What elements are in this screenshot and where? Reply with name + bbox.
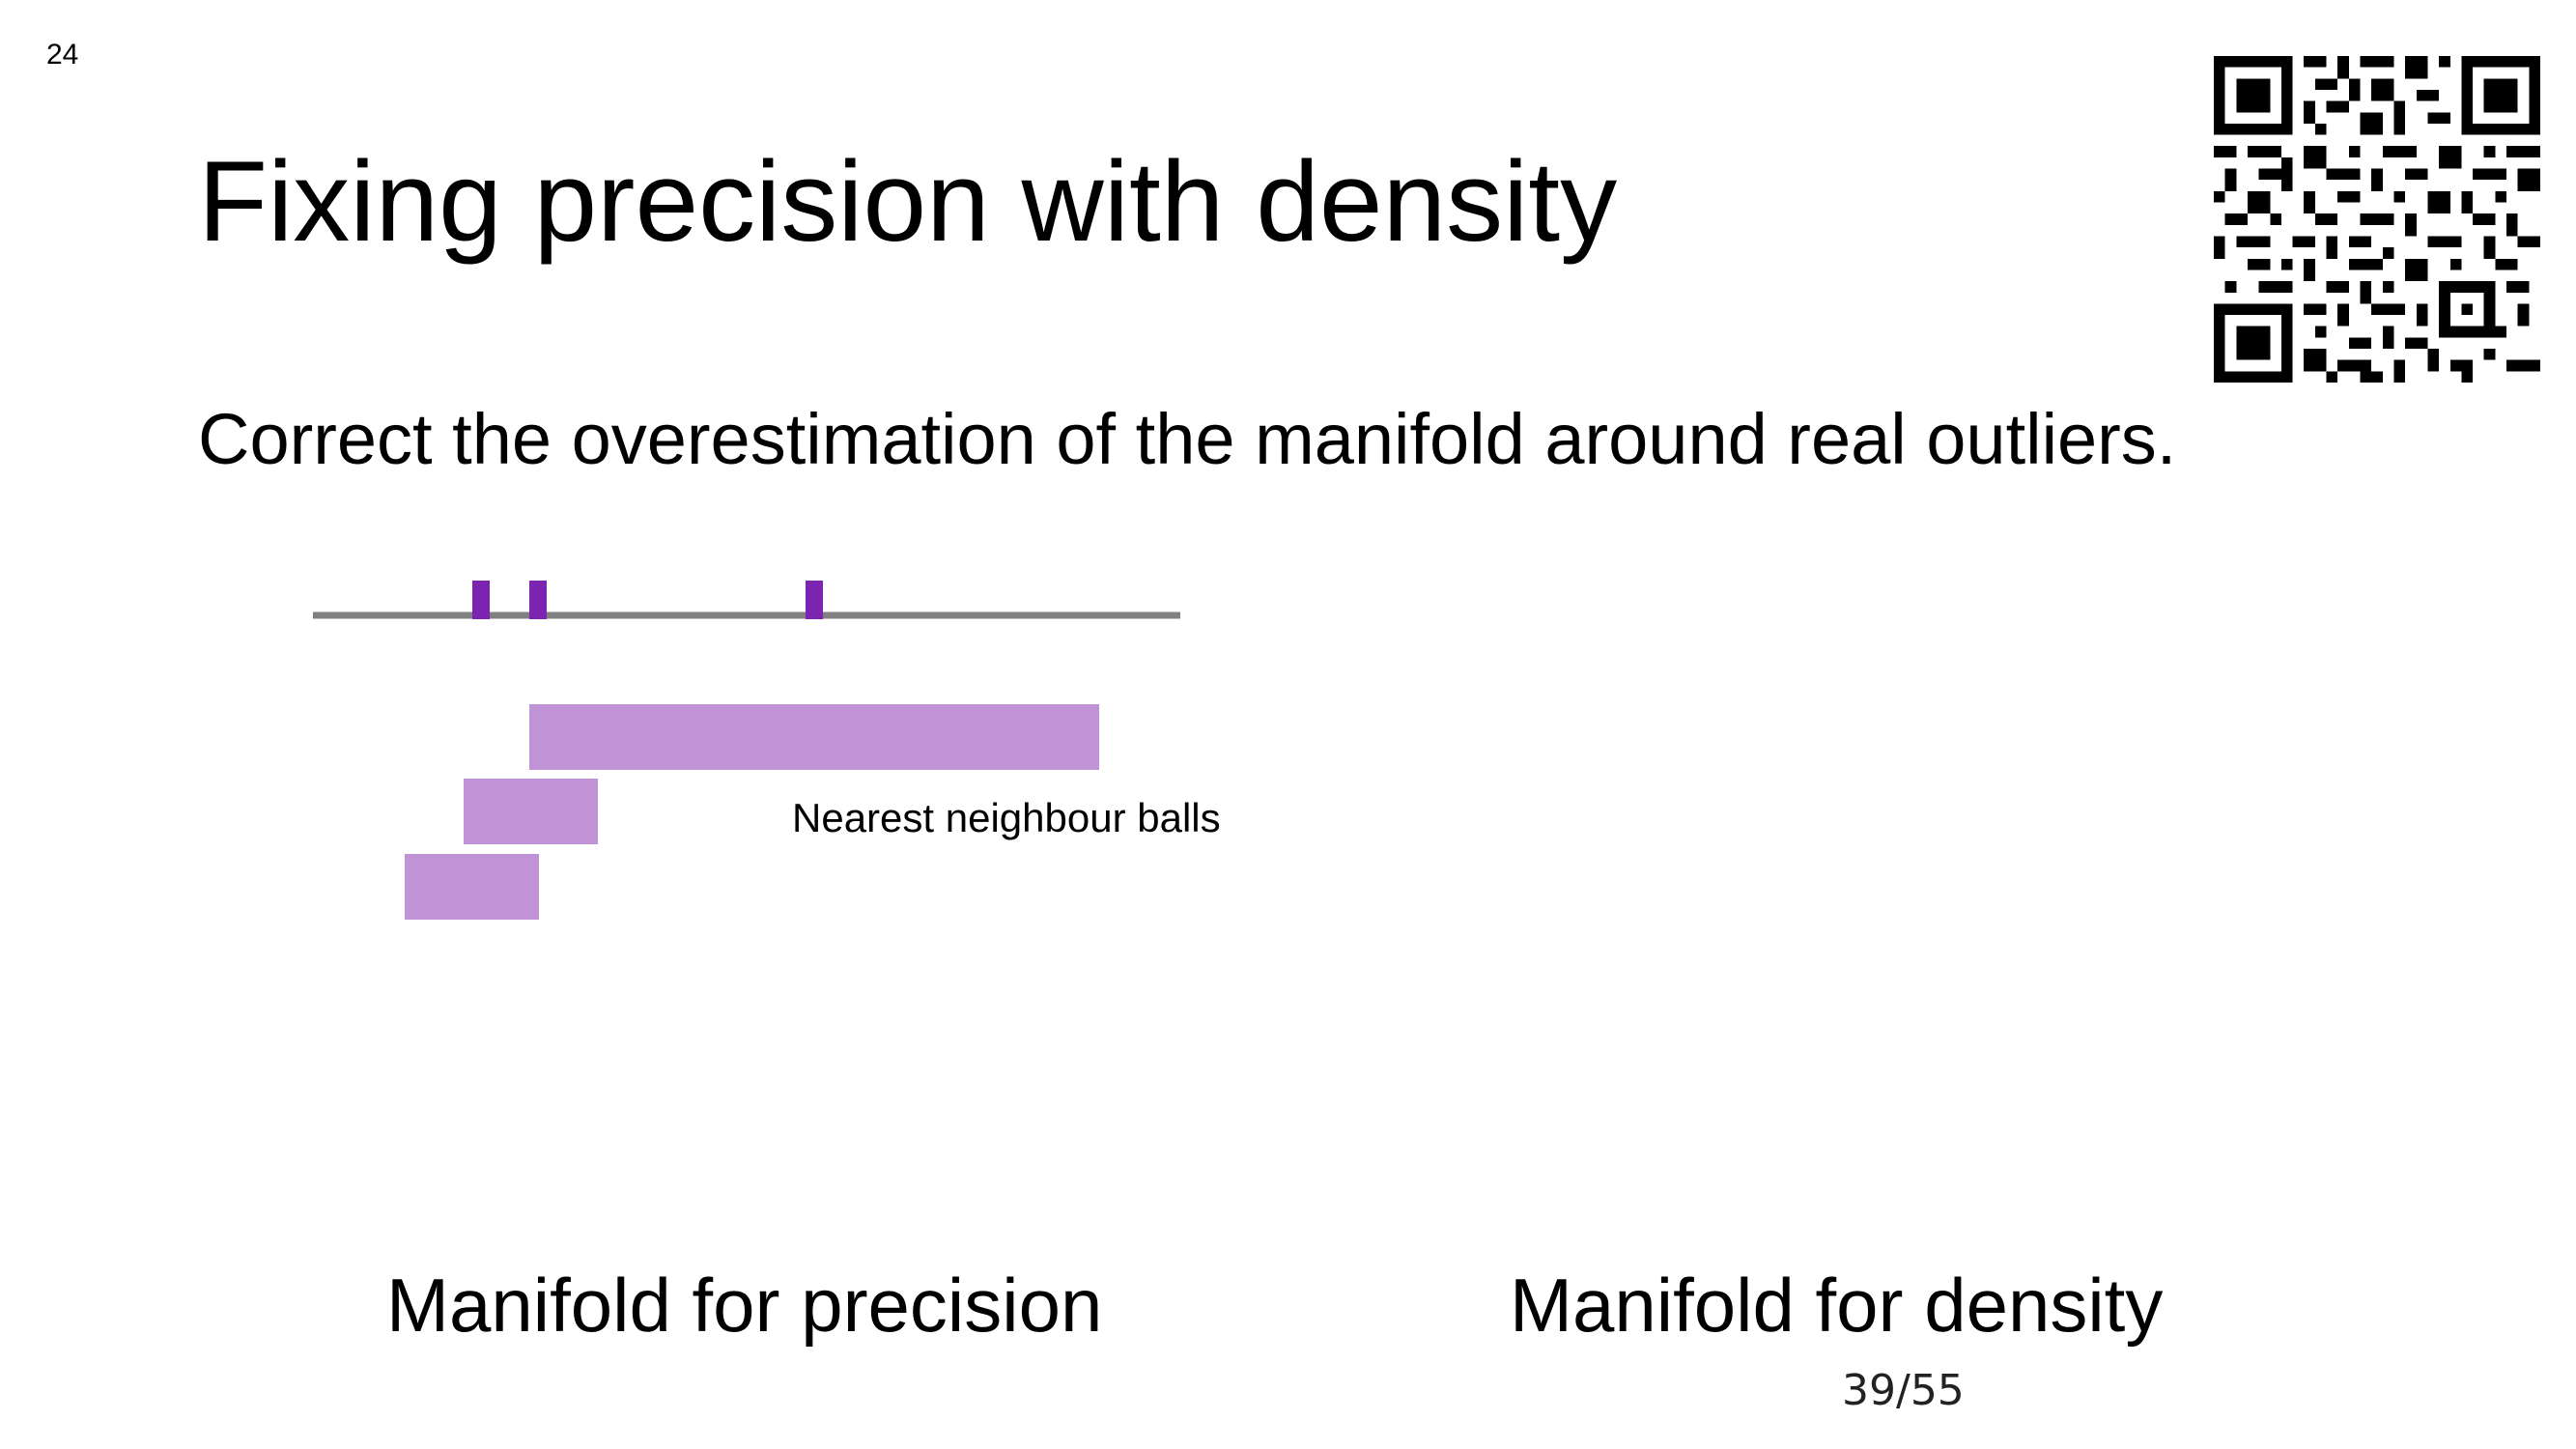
neighbour-ball bbox=[529, 704, 1099, 770]
caption-density: Manifold for density bbox=[1510, 1263, 2164, 1348]
slide-subtitle: Correct the overestimation of the manifo… bbox=[198, 399, 2177, 479]
slide-number: 24 bbox=[46, 39, 79, 71]
neighbour-ball bbox=[464, 779, 598, 844]
neighbour-ball bbox=[405, 854, 539, 920]
nearest-neighbour-balls-label: Nearest neighbour balls bbox=[792, 795, 1221, 840]
slide-title: Fixing precision with density bbox=[198, 138, 1618, 266]
data-point bbox=[472, 581, 490, 619]
data-point bbox=[806, 581, 823, 619]
caption-precision: Manifold for precision bbox=[386, 1263, 1103, 1348]
data-point bbox=[529, 581, 547, 619]
page-counter: 39/55 bbox=[1842, 1366, 1965, 1415]
qr-code-icon bbox=[2214, 56, 2540, 383]
